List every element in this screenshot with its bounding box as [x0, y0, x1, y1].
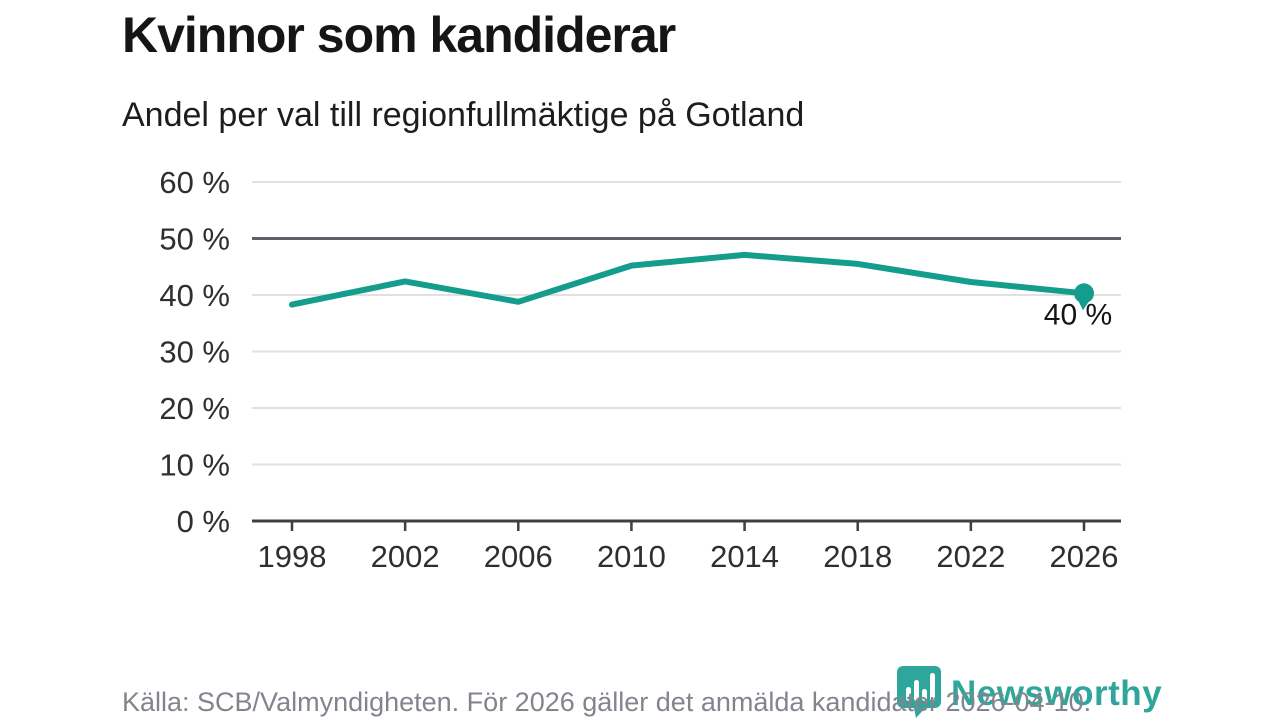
x-tick-label: 2014 [710, 539, 779, 574]
logo-bar-2 [914, 680, 919, 701]
logo-bar-3 [922, 689, 927, 701]
x-tick-label: 2010 [597, 539, 666, 574]
end-point-label: 40 % [1044, 298, 1112, 331]
page-subtitle: Andel per val till regionfullmäktige på … [122, 96, 805, 134]
logo-bar-1 [906, 687, 911, 701]
newsworthy-logo-icon [897, 666, 941, 718]
x-tick-label: 2006 [484, 539, 553, 574]
data-line [289, 251, 1087, 308]
y-tick-label: 20 % [159, 391, 230, 426]
y-tick-label: 50 % [159, 222, 230, 257]
y-tick-label: 30 % [159, 335, 230, 370]
source-attribution: Källa: SCB/Valmyndigheten. För 2026 gäll… [122, 687, 1092, 717]
y-tick-label: 40 % [159, 278, 230, 313]
logo-bar-4 [930, 673, 935, 701]
newsworthy-logo: Newsworthy [897, 666, 1162, 718]
x-tick-label: 2002 [371, 539, 440, 574]
y-tick-label: 10 % [159, 448, 230, 483]
end-point-marker [1074, 283, 1094, 304]
y-tick-label: 0 % [177, 504, 230, 539]
x-tick-label: 2018 [823, 539, 892, 574]
newsworthy-wordmark: Newsworthy [951, 674, 1163, 713]
x-tick-label: 2026 [1050, 539, 1119, 574]
y-tick-label: 60 % [159, 165, 230, 200]
page-title: Kvinnor som kandiderar [122, 7, 676, 63]
x-tick-label: 1998 [258, 539, 327, 574]
x-tick-label: 2022 [936, 539, 1005, 574]
